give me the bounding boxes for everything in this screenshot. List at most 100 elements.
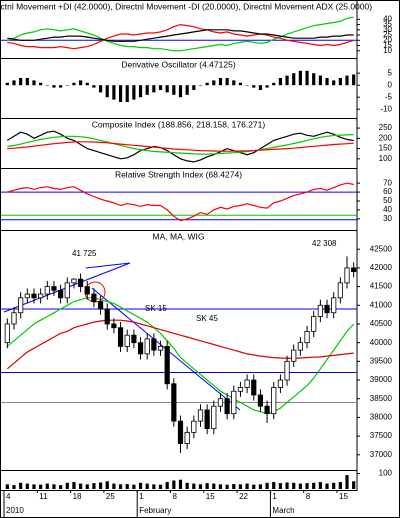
candle-body [131, 334, 137, 344]
bar [132, 484, 136, 489]
bar [25, 483, 29, 489]
bar [205, 483, 209, 489]
candle-body [257, 394, 264, 407]
bar [78, 483, 83, 489]
panel-title: Directnl Movement +DI (42.0000), Directn… [0, 1, 372, 11]
bar [45, 483, 49, 489]
candle-body [11, 312, 17, 325]
bar [5, 82, 9, 86]
candle-body [244, 379, 250, 388]
y-tick-label: 30 [383, 25, 392, 34]
candle-body [324, 304, 330, 314]
bar [245, 85, 249, 86]
bar [245, 483, 249, 489]
y-tick-label: 70 [383, 178, 392, 187]
bar [178, 479, 183, 489]
bar [59, 485, 63, 489]
y-tick-label: 38000 [370, 413, 393, 422]
bar [338, 482, 342, 489]
bar [232, 80, 236, 86]
bar [158, 85, 163, 90]
candle-body [311, 316, 317, 332]
y-tick-label: 200 [379, 133, 393, 142]
series-label: SK 45 [196, 314, 218, 323]
bar [158, 484, 163, 489]
bar [332, 482, 336, 489]
bar [39, 484, 43, 489]
candle-body [331, 297, 337, 314]
bar [125, 484, 129, 489]
price-annotation: 41 725 [72, 249, 97, 258]
x-tick-label: 25 [106, 492, 115, 501]
candle-body [31, 293, 37, 299]
y-tick-label: 50 [383, 196, 392, 205]
candle-body [344, 267, 350, 284]
candle-body [84, 286, 90, 295]
bar [59, 85, 63, 88]
candle-body [317, 304, 323, 317]
y-tick-label: 40 [383, 14, 392, 23]
period-label: February [139, 506, 171, 515]
bar [65, 85, 69, 86]
x-tick-label: 15 [339, 492, 348, 501]
bar [312, 73, 316, 86]
period-label: 2010 [6, 506, 24, 515]
bar [338, 78, 342, 86]
bar [212, 483, 216, 489]
bar [185, 482, 189, 489]
bar [332, 80, 336, 86]
candle-body [58, 289, 64, 299]
bar [85, 82, 89, 86]
bar [232, 484, 236, 489]
bar [205, 82, 209, 86]
candle-body [271, 387, 277, 415]
bar [138, 482, 143, 489]
bar [52, 85, 56, 88]
candle-body [184, 431, 190, 444]
y-tick-label: 100 [379, 469, 393, 478]
bar [198, 484, 203, 489]
y-tick-label: 60 [383, 187, 392, 196]
bar [112, 483, 116, 489]
bar [192, 483, 196, 489]
bar [138, 85, 143, 98]
bar [298, 483, 302, 489]
candle-body [64, 282, 70, 299]
y-tick-label: 250 [379, 123, 393, 132]
candle-body [157, 345, 164, 351]
bar [98, 482, 103, 489]
bar [165, 85, 169, 93]
bar [278, 483, 283, 489]
bar [178, 85, 183, 98]
bar [212, 80, 216, 86]
y-tick-label: 39500 [370, 356, 393, 365]
candle-body [97, 301, 104, 310]
bar [152, 85, 156, 93]
series-line [7, 29, 354, 42]
bar [252, 85, 256, 88]
bar [265, 85, 269, 88]
x-tick-label: 22 [239, 492, 248, 501]
bar [105, 85, 109, 98]
bar [318, 75, 322, 86]
period-label: March [272, 506, 294, 515]
bar [218, 78, 223, 86]
candle-body [277, 379, 284, 388]
bar [258, 484, 263, 489]
bar [318, 482, 322, 489]
candle-body [137, 342, 144, 355]
panel-title: MA, MA, WIG [153, 231, 205, 241]
bar [225, 78, 229, 86]
candle-body [304, 331, 310, 344]
bar [118, 85, 123, 102]
y-tick-label: 40000 [370, 338, 393, 347]
bar [12, 80, 16, 86]
bar [285, 482, 289, 489]
bar [325, 78, 329, 86]
bar [98, 85, 103, 93]
candle-body [191, 420, 197, 433]
bar [218, 484, 223, 489]
bar [292, 73, 296, 86]
bar [345, 475, 349, 489]
bar [352, 481, 356, 489]
